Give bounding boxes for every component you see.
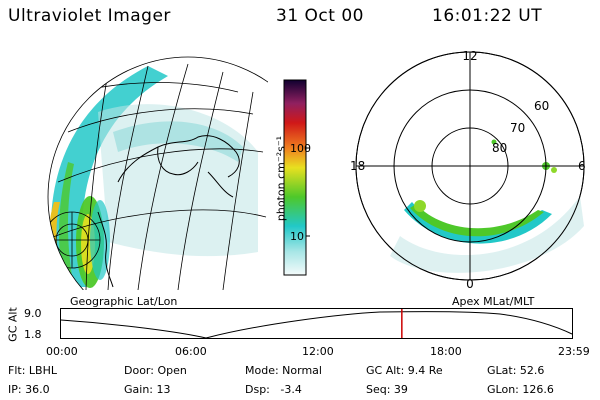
- colorbar-tick-100: 100: [290, 142, 311, 155]
- status-glat: GLat: 52.6: [487, 364, 545, 377]
- lat-label-60: 60: [534, 99, 549, 113]
- geographic-image: [47, 56, 268, 290]
- mlt-label-12: 12: [462, 49, 477, 63]
- time-tick-1200: 12:00: [302, 345, 334, 358]
- status-ip: IP: 36.0: [8, 383, 50, 396]
- altitude-tick-9: 9.0: [24, 307, 42, 320]
- auroral-oval: [404, 202, 552, 244]
- earth-limb: [47, 56, 268, 290]
- colorbar: [283, 79, 310, 276]
- time-tick-1800: 18:00: [430, 345, 462, 358]
- image-date: 31 Oct 00: [276, 6, 364, 26]
- status-glon: GLon: 126.6: [487, 383, 554, 396]
- right-panel-caption: Apex MLat/MLT: [452, 295, 535, 308]
- altitude-strip: [60, 308, 573, 339]
- mlt-label-0: 0: [466, 277, 474, 291]
- instrument-title: Ultraviolet Imager: [8, 6, 171, 26]
- status-gc-alt: GC Alt: 9.4 Re: [366, 364, 443, 377]
- status-dsp: Dsp: -3.4: [245, 383, 302, 396]
- status-gain: Gain: 13: [124, 383, 171, 396]
- time-tick-0000: 00:00: [46, 345, 78, 358]
- status-filter: Flt: LBHL: [8, 364, 57, 377]
- time-tick-0600: 06:00: [175, 345, 207, 358]
- polar-plot: 12 18 6 0 60 70 80: [350, 49, 586, 291]
- left-panel-caption: Geographic Lat/Lon: [70, 295, 178, 308]
- altitude-tick-1-8: 1.8: [24, 328, 42, 341]
- lat-label-70: 70: [510, 121, 525, 135]
- status-mode: Mode: Normal: [245, 364, 322, 377]
- colorbar-unit-label: photon cm⁻²s⁻¹: [274, 135, 288, 222]
- mlt-label-18: 18: [350, 159, 365, 173]
- lat-label-80: 80: [492, 141, 507, 155]
- status-door: Door: Open: [124, 364, 187, 377]
- time-tick-2359: 23:59: [558, 345, 590, 358]
- colorbar-scale: [283, 79, 307, 276]
- colorbar-tick-10: 10: [290, 230, 304, 243]
- mlt-label-6: 6: [578, 159, 586, 173]
- altitude-axis-label: GC Alt: [6, 307, 20, 342]
- status-seq: Seq: 39: [366, 383, 408, 396]
- image-time: 16:01:22 UT: [432, 6, 543, 26]
